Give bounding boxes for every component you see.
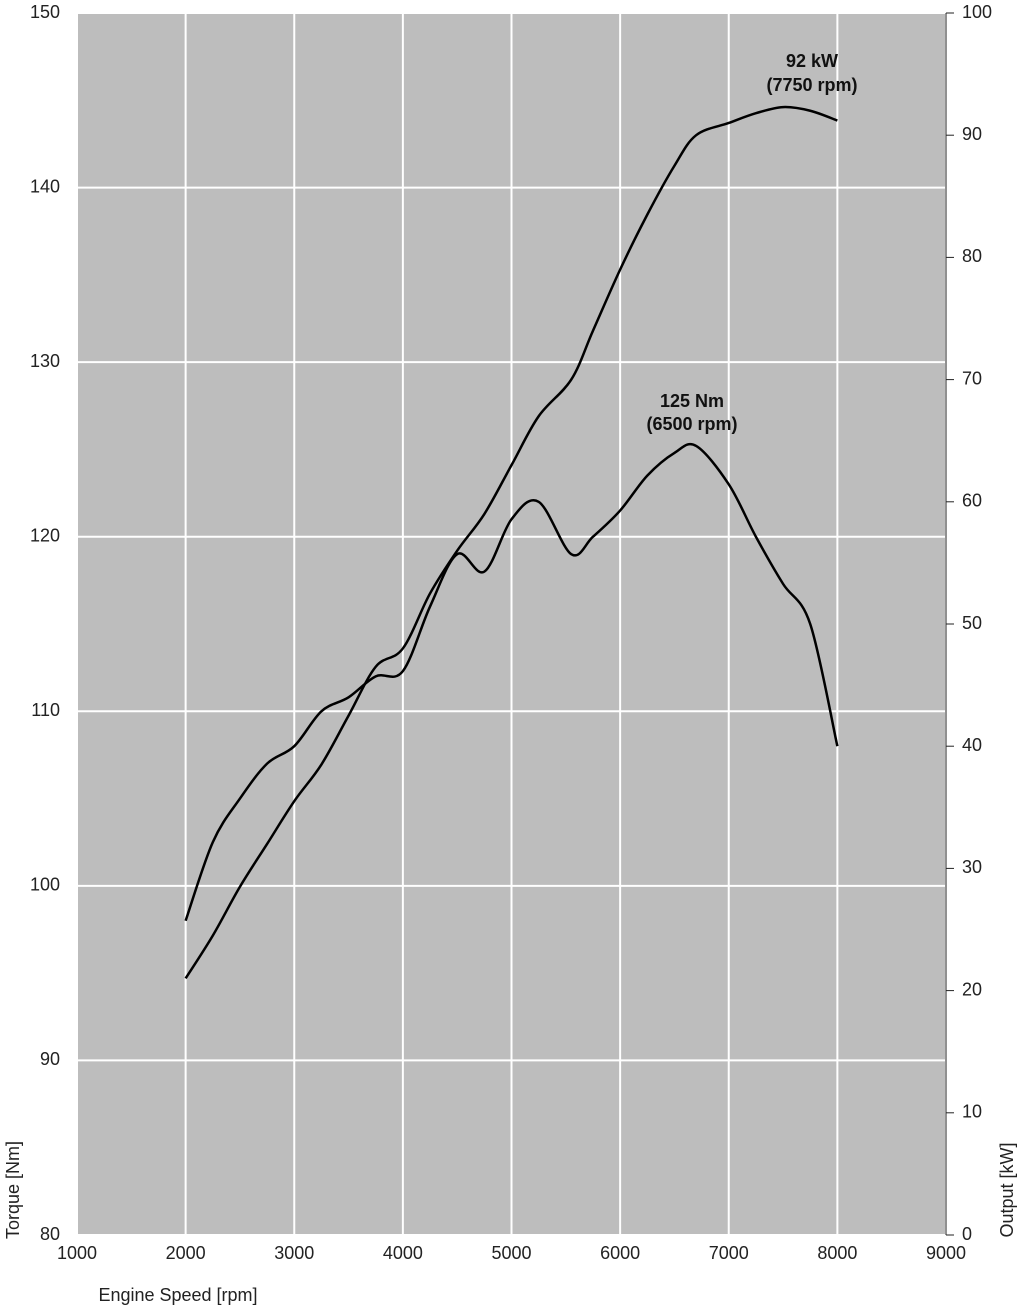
y2-tick-label: 10	[962, 1102, 982, 1122]
y-tick-label: 150	[30, 2, 60, 22]
line-series	[184, 105, 838, 980]
x-tick-label: 4000	[383, 1243, 423, 1263]
x-tick-label: 3000	[274, 1243, 314, 1263]
y2-tick-label: 0	[962, 1224, 972, 1244]
y2-tick-label: 90	[962, 124, 982, 144]
y-tick-label: 80	[40, 1224, 60, 1244]
x-tick-label: 6000	[600, 1243, 640, 1263]
y-axis-label: Torque [Nm]	[3, 1141, 23, 1239]
line-series	[184, 442, 839, 922]
x-tick-label: 9000	[926, 1243, 966, 1263]
x-tick-label: 8000	[817, 1243, 857, 1263]
y2-tick-label: 40	[962, 735, 982, 755]
x-tick-label: 5000	[491, 1243, 531, 1263]
y-tick-label: 130	[30, 351, 60, 371]
y2-tick-label: 70	[962, 368, 982, 388]
y-tick-label: 110	[31, 700, 60, 720]
y-tick-label: 120	[30, 525, 60, 545]
y-tick-label: 140	[30, 176, 60, 196]
annotation: 92 kW	[786, 51, 838, 71]
x-axis-label: Engine Speed [rpm]	[98, 1285, 257, 1305]
y-tick-label: 100	[30, 875, 60, 895]
y2-tick-label: 20	[962, 979, 982, 999]
annotation: 125 Nm	[660, 391, 724, 411]
annotation: (6500 rpm)	[646, 414, 737, 434]
y2-tick-label: 30	[962, 857, 982, 877]
annotation: (7750 rpm)	[766, 75, 857, 95]
x-tick-label: 2000	[166, 1243, 206, 1263]
y2-tick-label: 80	[962, 246, 982, 266]
y2-tick-label: 100	[962, 2, 992, 22]
y2-tick-label: 50	[962, 613, 982, 633]
x-tick-label: 1000	[57, 1243, 97, 1263]
y2-axis-label: Output [kW]	[997, 1142, 1017, 1237]
x-tick-label: 7000	[709, 1243, 749, 1263]
y-tick-label: 90	[40, 1049, 60, 1069]
y2-tick-label: 60	[962, 491, 982, 511]
